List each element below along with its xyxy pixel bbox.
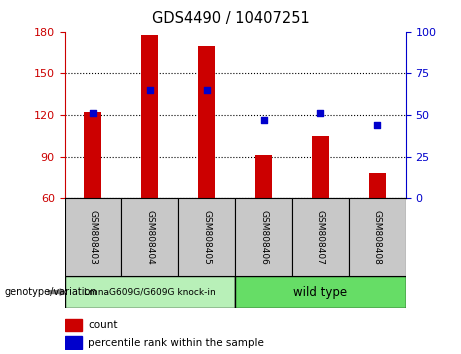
Bar	[65, 336, 82, 349]
Point	[317, 110, 324, 116]
Text: GSM808404: GSM808404	[145, 210, 154, 264]
Bar	[255, 155, 272, 198]
Bar	[142, 35, 159, 198]
Point	[203, 87, 210, 93]
Bar	[65, 276, 235, 308]
Text: percentile rank within the sample: percentile rank within the sample	[89, 338, 264, 348]
Text: LmnaG609G/G609G knock-in: LmnaG609G/G609G knock-in	[84, 287, 216, 297]
Bar	[65, 319, 82, 331]
Bar	[235, 198, 292, 276]
Point	[260, 117, 267, 123]
Text: GSM808405: GSM808405	[202, 210, 211, 265]
Text: GSM808406: GSM808406	[259, 210, 268, 265]
Text: GDS4490 / 10407251: GDS4490 / 10407251	[152, 11, 309, 25]
Bar	[369, 173, 386, 198]
Text: genotype/variation: genotype/variation	[5, 287, 97, 297]
Text: GSM808407: GSM808407	[316, 210, 325, 265]
Point	[373, 122, 381, 128]
Bar	[292, 198, 349, 276]
Bar	[235, 276, 406, 308]
Point	[146, 87, 154, 93]
Bar	[312, 136, 329, 198]
Bar	[121, 198, 178, 276]
Text: wild type: wild type	[293, 286, 348, 298]
Bar	[178, 198, 235, 276]
Bar	[349, 198, 406, 276]
Point	[89, 110, 97, 116]
Text: GSM808403: GSM808403	[89, 210, 97, 265]
Bar	[84, 112, 101, 198]
Bar	[198, 46, 215, 198]
Text: count: count	[89, 320, 118, 330]
Text: GSM808408: GSM808408	[373, 210, 382, 265]
Bar	[65, 198, 121, 276]
